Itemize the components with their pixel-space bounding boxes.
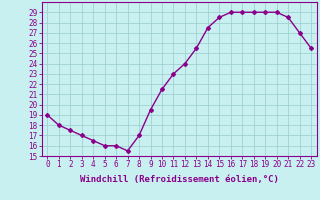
- X-axis label: Windchill (Refroidissement éolien,°C): Windchill (Refroidissement éolien,°C): [80, 175, 279, 184]
